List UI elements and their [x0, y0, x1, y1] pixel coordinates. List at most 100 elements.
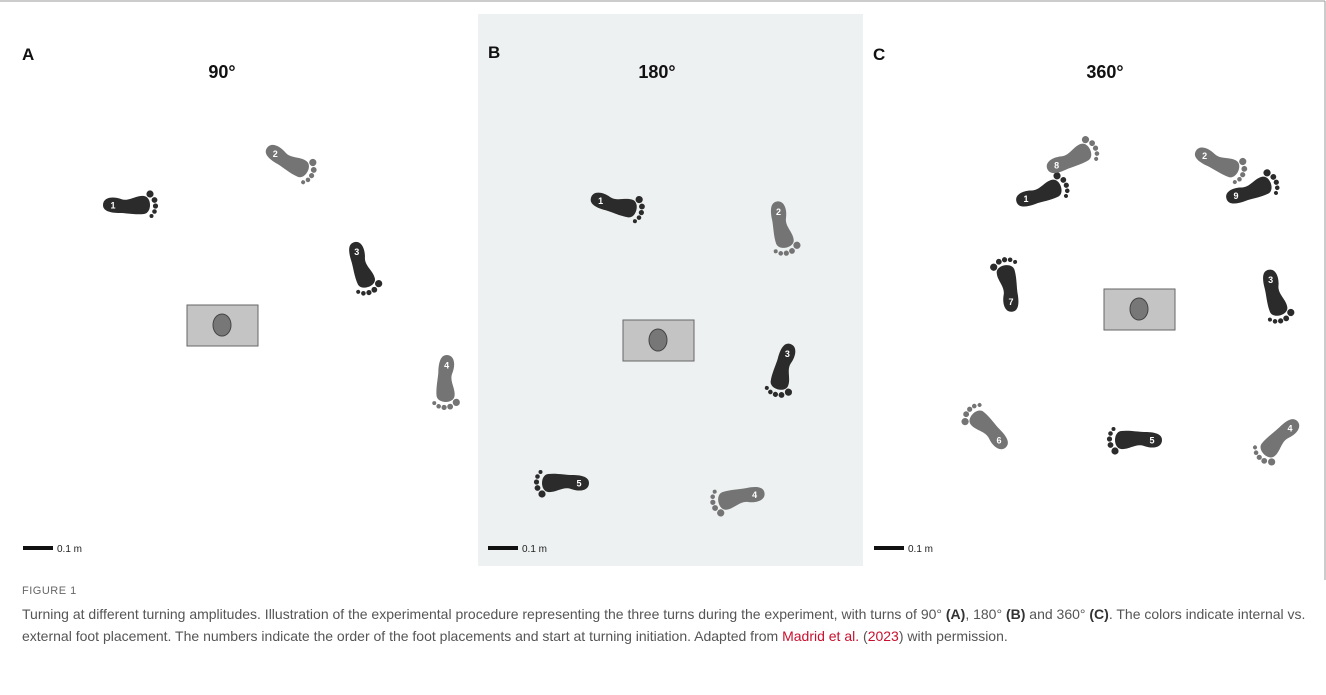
footprint: 7: [989, 255, 1026, 314]
toe: [1277, 318, 1283, 324]
sole: [966, 407, 1012, 453]
sole: [1259, 268, 1289, 318]
sole: [1014, 178, 1064, 211]
footprint: 5: [1107, 427, 1162, 455]
toe: [308, 158, 318, 168]
toe: [300, 180, 305, 185]
toe: [539, 470, 543, 474]
toe: [1112, 427, 1116, 431]
step-number: 7: [1008, 297, 1013, 307]
step-number: 4: [752, 490, 757, 500]
toe: [1063, 193, 1068, 198]
target-box: [187, 305, 258, 346]
toe: [1108, 442, 1114, 448]
step-number: 5: [1149, 435, 1154, 445]
panel-title: 90°: [208, 62, 235, 82]
toe: [432, 401, 436, 405]
reference-link[interactable]: 2023: [868, 628, 899, 644]
toe: [1286, 308, 1295, 317]
toe: [1252, 445, 1258, 451]
toe: [534, 479, 539, 484]
toe: [374, 279, 383, 288]
sole: [1224, 175, 1274, 208]
toe: [152, 197, 158, 203]
toe: [453, 399, 460, 406]
footprint-shape: [260, 136, 322, 187]
step-number: 2: [273, 149, 278, 159]
toe: [1238, 157, 1248, 167]
step-number: 3: [785, 349, 790, 359]
toe: [150, 214, 154, 218]
caption-text: , 180°: [965, 606, 1006, 622]
reference-link[interactable]: Madrid et al.: [782, 628, 859, 644]
toe: [1236, 176, 1242, 182]
footprint-shape: [989, 255, 1026, 314]
footprint-shape: [1012, 170, 1073, 215]
toe: [1283, 315, 1290, 322]
toe: [310, 166, 318, 174]
footprint: 3: [1255, 266, 1296, 326]
caption-bold: (A): [946, 606, 965, 622]
sole: [345, 240, 377, 290]
toe: [960, 417, 970, 427]
toe: [1094, 150, 1100, 156]
footprint: 1: [103, 190, 158, 218]
toe: [1232, 179, 1237, 184]
scale-bar: [23, 546, 53, 550]
scale-label: 0.1 m: [57, 544, 82, 555]
footprint: 3: [341, 238, 384, 299]
toe: [360, 290, 366, 296]
toe: [366, 289, 373, 296]
sole: [262, 141, 312, 180]
panel-letter: B: [488, 43, 500, 62]
toe: [977, 402, 983, 408]
toe: [447, 404, 453, 410]
toe: [1273, 190, 1278, 195]
panel-letter: C: [873, 45, 885, 64]
toe: [146, 190, 153, 197]
step-number: 4: [444, 360, 449, 370]
footprint: 1: [1012, 170, 1073, 215]
toe: [356, 289, 361, 294]
scale-label: 0.1 m: [908, 544, 933, 555]
toe: [1108, 431, 1113, 436]
target-box: [1104, 289, 1175, 330]
toe: [995, 258, 1002, 265]
toe: [538, 490, 545, 497]
footprint: 2: [1190, 138, 1252, 186]
panel-title: 180°: [638, 62, 675, 82]
panel-title: 360°: [1086, 62, 1123, 82]
footprint: 6: [957, 399, 1015, 457]
toe: [1111, 447, 1118, 454]
footprint-shape: [1255, 266, 1296, 326]
footprint: 4: [432, 355, 462, 411]
figure-label: FIGURE 1: [22, 585, 77, 597]
footprint: 8: [1041, 133, 1103, 181]
toe: [1270, 173, 1277, 180]
step-number: 1: [598, 196, 603, 206]
toe: [1002, 257, 1008, 263]
toe: [990, 263, 998, 271]
footprint: 4: [1249, 412, 1307, 470]
toe: [1262, 168, 1271, 177]
step-number: 1: [1024, 194, 1029, 204]
toe: [1081, 135, 1091, 145]
footprint-shape: [1190, 138, 1252, 186]
toe: [1267, 317, 1272, 322]
caption-text: (: [859, 628, 868, 644]
toe: [153, 203, 158, 208]
toe: [436, 404, 441, 409]
toe: [1063, 182, 1070, 189]
step-number: 1: [110, 200, 115, 210]
footprint: 2: [260, 136, 322, 187]
step-number: 2: [1202, 151, 1207, 161]
step-number: 9: [1234, 191, 1239, 201]
diagram: A B C 90° 180° 360° 0.1 m 0.1 m 0.1 m 12…: [0, 0, 1326, 580]
toe: [1093, 156, 1098, 161]
sole: [1257, 414, 1303, 460]
toe: [152, 209, 157, 214]
footprint-shape: [957, 399, 1015, 457]
footprint-shape: [1041, 133, 1103, 181]
step-number: 3: [1268, 275, 1273, 285]
step-number: 2: [776, 207, 781, 217]
